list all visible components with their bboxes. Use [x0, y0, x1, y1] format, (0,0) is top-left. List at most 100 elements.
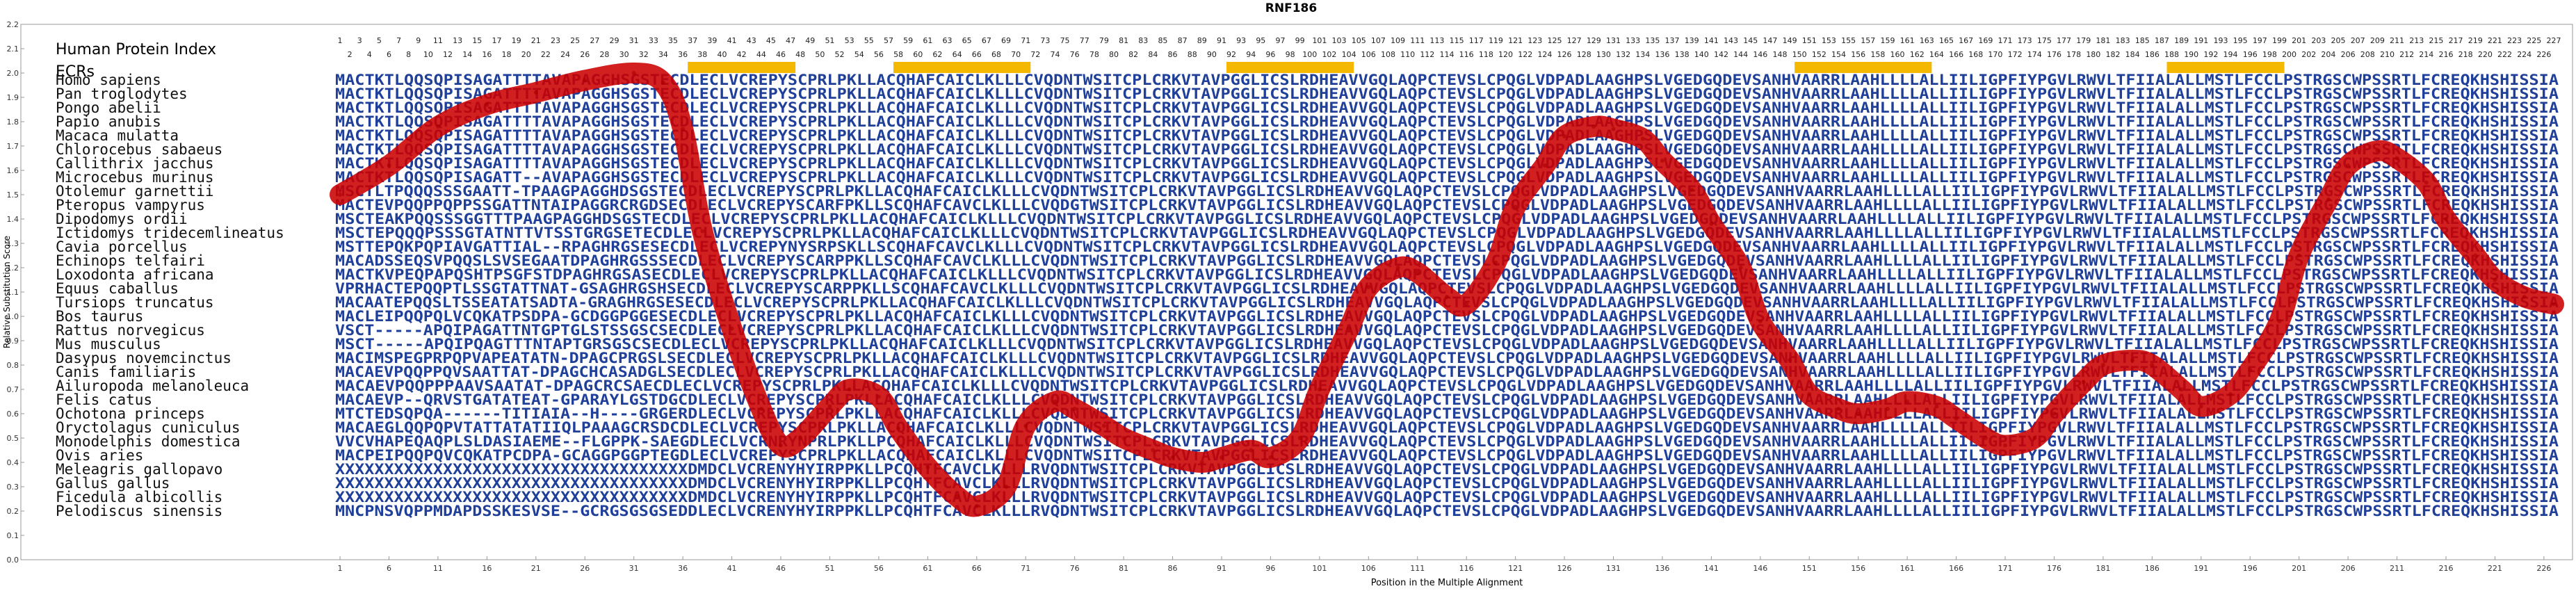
- protein-index-number: 122: [1518, 50, 1532, 59]
- protein-index-number: 66: [972, 50, 982, 59]
- protein-index-number: 8: [406, 50, 411, 59]
- score-point: [583, 78, 588, 83]
- x-tick-label: 101: [1312, 564, 1327, 573]
- protein-index-number: 54: [854, 50, 864, 59]
- protein-index-number: 167: [1959, 36, 1973, 45]
- protein-index-number: 53: [845, 36, 854, 45]
- x-tick-label: 221: [2488, 564, 2502, 573]
- score-point: [1347, 326, 1352, 331]
- protein-index-number: 170: [1988, 50, 2002, 59]
- protein-index-number: 32: [639, 50, 649, 59]
- x-axis: 1 6 11 16 21 26 31 36 41 46 51 56 61 66 71 76 81 86 91 96 10…: [338, 556, 2551, 573]
- protein-index-number: 191: [2194, 36, 2208, 45]
- protein-index-number: 169: [1978, 36, 1993, 45]
- protein-index-number: 181: [2096, 36, 2110, 45]
- ecr-bar: [1226, 62, 1354, 73]
- protein-index-number: 105: [1352, 36, 1366, 45]
- score-point: [1219, 455, 1224, 460]
- protein-index-number: 29: [610, 36, 619, 45]
- x-tick-label: 56: [874, 564, 884, 573]
- protein-index-number: 217: [2449, 36, 2463, 45]
- ecrs-label: ECRs: [56, 63, 95, 81]
- x-tick-label: 16: [482, 564, 492, 573]
- protein-index-number: 172: [2008, 50, 2023, 59]
- score-point: [1905, 399, 1910, 404]
- protein-index-number: 14: [462, 50, 472, 59]
- protein-index-number: 201: [2292, 36, 2306, 45]
- species-name: Meleagris gallopavo: [56, 461, 222, 478]
- protein-index-number: 146: [1753, 50, 1767, 59]
- protein-index-number: 44: [756, 50, 766, 59]
- protein-index-number: 24: [560, 50, 570, 59]
- x-tick-label: 156: [1851, 564, 1865, 573]
- species-name: Oryctolagus cuniculus: [56, 419, 241, 436]
- species-sequence: MACLEIPQQPQLVCQKATPSDPA-GCDGGPGGESECDLEC…: [335, 308, 2559, 325]
- protein-index-number: 101: [1312, 36, 1327, 45]
- species-sequence: MACTKTLQQSQPISAGATTTTAVAPAGGHSGSTECDLECL…: [335, 155, 2559, 172]
- species-sequence: MACTKTLQQSQPISAGATTTTAVAPAGGHSGSTECDLECL…: [335, 113, 2559, 130]
- y-tick-label: 0.8: [7, 361, 19, 370]
- x-tick-label: 141: [1704, 564, 1719, 573]
- protein-index-number: 138: [1675, 50, 1690, 59]
- species-name: Gallus gallus: [56, 475, 170, 492]
- protein-index-number: 96: [1265, 50, 1275, 59]
- protein-index-number: 40: [717, 50, 727, 59]
- x-tick-label: 66: [972, 564, 982, 573]
- protein-index-number: 179: [2076, 36, 2091, 45]
- y-tick-label: 0.1: [7, 531, 19, 540]
- protein-index-number: 156: [1851, 50, 1865, 59]
- species-name: Ficedula albicollis: [56, 489, 222, 505]
- score-point: [533, 90, 538, 95]
- x-tick-label: 86: [1168, 564, 1178, 573]
- species-sequence: MACTKTLQQSQPISAGATTTTAVAPAGGHSGSTECDLECL…: [335, 72, 2559, 88]
- protein-index-number: 26: [580, 50, 590, 59]
- protein-index-number: 222: [2497, 50, 2512, 59]
- protein-index-number: 193: [2213, 36, 2228, 45]
- protein-index-number: 13: [453, 36, 462, 45]
- protein-index-number: 67: [982, 36, 991, 45]
- score-point: [1562, 134, 1567, 138]
- x-tick-label: 1: [338, 564, 343, 573]
- x-tick-label: 36: [678, 564, 688, 573]
- protein-index-number: 98: [1286, 50, 1295, 59]
- score-point: [1738, 266, 1743, 270]
- protein-index-number: 152: [1812, 50, 1826, 59]
- score-point: [2052, 412, 2057, 416]
- score-point: [2003, 443, 2008, 448]
- species-name: Otolemur garnettii: [56, 183, 214, 200]
- y-tick-label: 1.9: [7, 93, 19, 102]
- score-point: [631, 71, 636, 75]
- protein-index-number: 198: [2262, 50, 2277, 59]
- score-point: [1464, 302, 1469, 307]
- score-point: [2395, 156, 2399, 161]
- y-tick-label: 2.0: [7, 69, 19, 78]
- protein-index-number: 74: [1050, 50, 1060, 59]
- ecr-bar: [2166, 62, 2285, 73]
- score-point: [435, 124, 440, 129]
- protein-index-number: 206: [2341, 50, 2356, 59]
- species-sequence: MACTKTLQQSQPISAGATTTTAVAPAGGHSGSTECDLECL…: [335, 127, 2559, 144]
- species-name: Macaca mulatta: [56, 127, 179, 144]
- protein-index-number: 185: [2135, 36, 2150, 45]
- protein-index-number: 219: [2468, 36, 2483, 45]
- y-tick-label: 0.6: [7, 410, 19, 419]
- score-point: [1542, 163, 1547, 168]
- protein-index-number: 177: [2057, 36, 2071, 45]
- x-tick-label: 76: [1070, 564, 1080, 573]
- protein-index-number: 77: [1080, 36, 1089, 45]
- y-tick-label: 0.2: [7, 507, 19, 516]
- score-point: [1807, 392, 1812, 396]
- species-name: Mus musculus: [56, 336, 161, 353]
- protein-index-number: 149: [1783, 36, 1797, 45]
- protein-index-number: 34: [658, 50, 668, 59]
- protein-index-number: 214: [2419, 50, 2433, 59]
- protein-index-number: 154: [1831, 50, 1846, 59]
- species-sequence: XXXXXXXXXXXXXXXXXXXXXXXXXXXXXXXXXXXXDMDC…: [335, 489, 2559, 505]
- protein-index-number: 136: [1655, 50, 1669, 59]
- score-point: [2493, 277, 2497, 282]
- y-tick-label: 0.0: [7, 556, 19, 565]
- score-point: [925, 465, 930, 469]
- protein-index-number: 1: [338, 36, 343, 45]
- x-tick-label: 31: [629, 564, 639, 573]
- score-point: [2150, 363, 2155, 367]
